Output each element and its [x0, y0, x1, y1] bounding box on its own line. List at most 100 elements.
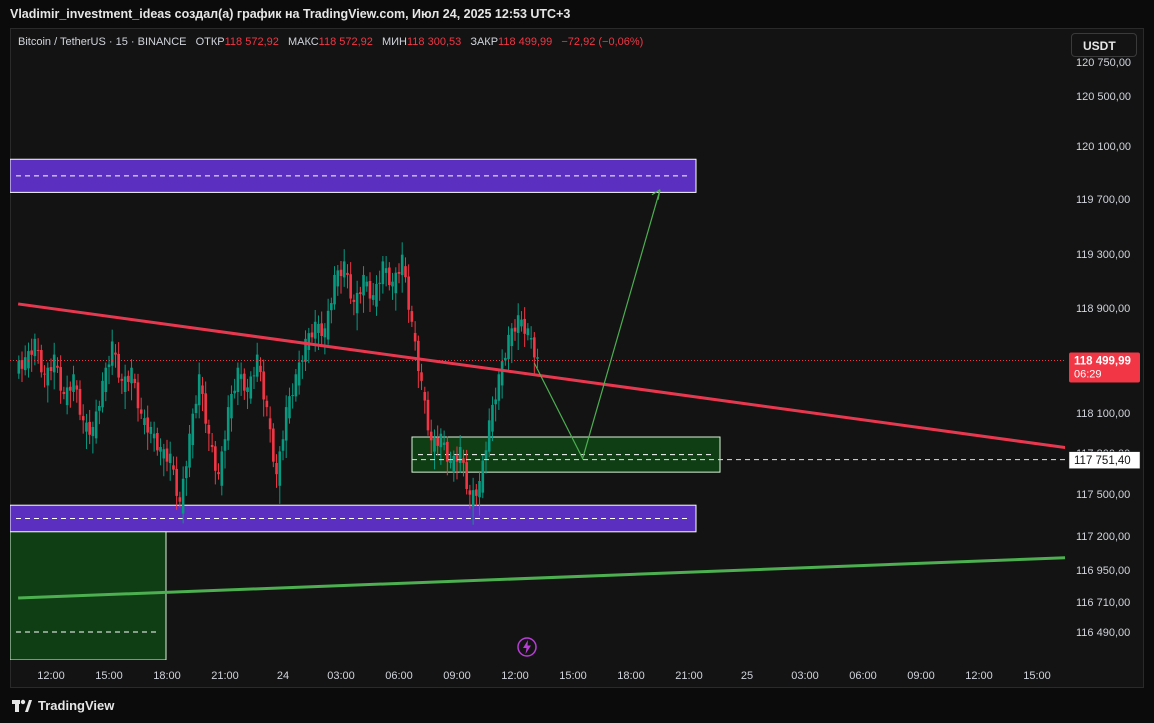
candle-body	[262, 371, 265, 400]
candle-body	[243, 373, 246, 391]
lightning-bolt-icon[interactable]	[517, 637, 537, 657]
candle-body	[33, 338, 37, 357]
candle-body	[368, 281, 372, 299]
candle-body	[204, 393, 207, 424]
candle-body	[40, 350, 43, 373]
candle-body	[210, 445, 214, 447]
x-tick-label: 24	[277, 670, 289, 682]
candle-body	[500, 361, 504, 386]
candle-body	[436, 437, 439, 446]
candle-body	[207, 425, 211, 434]
y-tick-label: 120 500,00	[1076, 91, 1131, 103]
candle-body	[165, 448, 169, 462]
candle-body	[442, 442, 446, 445]
y-tick-label: 120 100,00	[1076, 141, 1131, 153]
candle-body	[504, 357, 507, 361]
candle-body	[181, 478, 185, 514]
candle-body	[429, 431, 433, 441]
legend-close-label: ЗАКР	[470, 36, 499, 48]
legend-high-value: 118 572,92	[318, 36, 373, 48]
candle-body	[497, 374, 501, 401]
candle-body	[397, 272, 401, 274]
candle-body	[101, 380, 104, 408]
candle-body	[320, 323, 323, 336]
candlestick-chart[interactable]: 120 750,00 120 500,00 120 100,00 119 700,00…	[0, 0, 1154, 690]
candle-body	[133, 378, 137, 384]
x-tick-label: 06:00	[385, 670, 413, 682]
candle-body	[310, 332, 314, 338]
legend-open-value: 118 572,92	[224, 36, 279, 48]
candle-body	[339, 269, 343, 277]
candle-body	[197, 374, 201, 406]
candle-body	[123, 376, 127, 392]
candle-body	[75, 385, 79, 390]
candle-body	[127, 375, 130, 382]
legend-close-value: 118 499,99	[498, 36, 553, 48]
candle-body	[455, 455, 459, 462]
marked-level-badge	[1068, 451, 1141, 469]
candle-body	[88, 421, 91, 435]
candle-body	[152, 433, 156, 439]
candle-body	[452, 455, 456, 473]
projection-arrow[interactable]	[533, 189, 661, 461]
candle-body	[378, 282, 381, 284]
candle-body	[168, 453, 172, 464]
candle-body	[307, 333, 311, 350]
y-tick-label: 116 490,00	[1076, 627, 1130, 639]
candle-body	[417, 340, 420, 371]
ohlc-legend: Bitcoin / TetherUS · 15 · BINANCE ОТКР11…	[18, 36, 643, 48]
price-axis[interactable]	[1065, 29, 1143, 659]
candle-body	[178, 497, 182, 502]
y-tick-label: 118 900,00	[1076, 303, 1130, 315]
candle-body	[17, 360, 21, 374]
footer-bar: TradingView	[0, 690, 1154, 723]
candle-body	[194, 403, 198, 413]
candle-body	[246, 387, 249, 392]
candle-body	[520, 319, 523, 327]
currency-button[interactable]: USDT	[1071, 33, 1137, 57]
y-tick-label: 118 100,00	[1076, 408, 1130, 420]
candle-body	[143, 418, 146, 425]
candle-body	[81, 416, 85, 421]
trendline-descending[interactable]	[17, 302, 1066, 450]
countdown-label: 06:29	[1074, 369, 1102, 381]
candle-body	[20, 360, 24, 369]
candle-body	[94, 411, 98, 439]
candle-body	[107, 364, 111, 368]
x-tick-label: 12:00	[501, 670, 529, 682]
candle-body	[91, 427, 95, 437]
candle-body	[326, 310, 330, 340]
candle-body	[49, 367, 53, 371]
candle-body	[27, 351, 30, 369]
candle-body	[446, 441, 449, 462]
candle-body	[252, 375, 256, 377]
candle-body	[220, 451, 224, 486]
x-tick-label: 18:00	[617, 670, 645, 682]
y-tick-label: 116 950,00	[1076, 565, 1130, 577]
marked-level-label: 117 751,40	[1074, 455, 1131, 467]
candle-body	[297, 362, 301, 386]
x-tick-label: 09:00	[443, 670, 471, 682]
legend-open-label: ОТКР	[195, 36, 225, 48]
x-tick-label: 25	[741, 670, 753, 682]
y-tick-label: 117 200,00	[1076, 531, 1130, 543]
projection-arrowhead	[651, 189, 661, 200]
candle-body	[494, 399, 497, 405]
candle-body	[146, 417, 149, 433]
candle-body	[56, 365, 59, 368]
candle-body	[136, 382, 140, 409]
candle-body	[23, 357, 27, 371]
candle-body	[259, 365, 262, 373]
candle-body	[156, 433, 159, 451]
candle-body	[149, 427, 153, 434]
candle-body	[381, 261, 385, 285]
candle-body	[420, 372, 423, 381]
candle-body	[404, 266, 407, 278]
candle-body	[330, 303, 333, 311]
trendline-ascending[interactable]	[18, 556, 1066, 600]
x-tick-label: 03:00	[327, 670, 355, 682]
tradingview-brand[interactable]: TradingView	[12, 698, 114, 713]
candle-body	[120, 378, 124, 381]
candle-body	[43, 373, 46, 375]
candle-body	[255, 354, 259, 377]
